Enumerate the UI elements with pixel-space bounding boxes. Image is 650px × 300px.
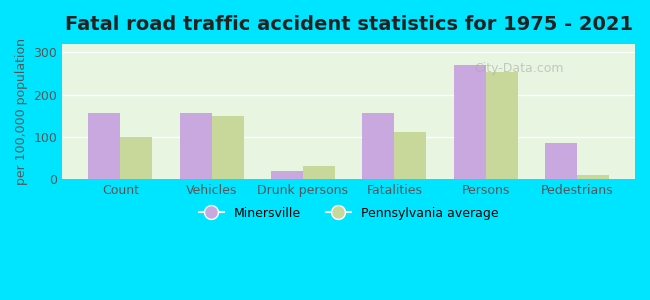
Bar [577, 175, 609, 179]
Bar [545, 143, 577, 179]
Bar [88, 113, 120, 179]
Bar [120, 137, 152, 179]
Bar [454, 65, 486, 179]
Bar [212, 116, 244, 179]
Bar [486, 72, 517, 179]
Text: City-Data.com: City-Data.com [474, 62, 564, 75]
Bar [395, 132, 426, 179]
Bar [271, 171, 303, 179]
Title: Fatal road traffic accident statistics for 1975 - 2021: Fatal road traffic accident statistics f… [64, 15, 632, 34]
Bar [362, 113, 395, 179]
Y-axis label: per 100,000 population: per 100,000 population [15, 38, 28, 185]
Bar [179, 112, 212, 179]
Legend: Minersville, Pennsylvania average: Minersville, Pennsylvania average [194, 202, 504, 225]
Bar [303, 166, 335, 179]
